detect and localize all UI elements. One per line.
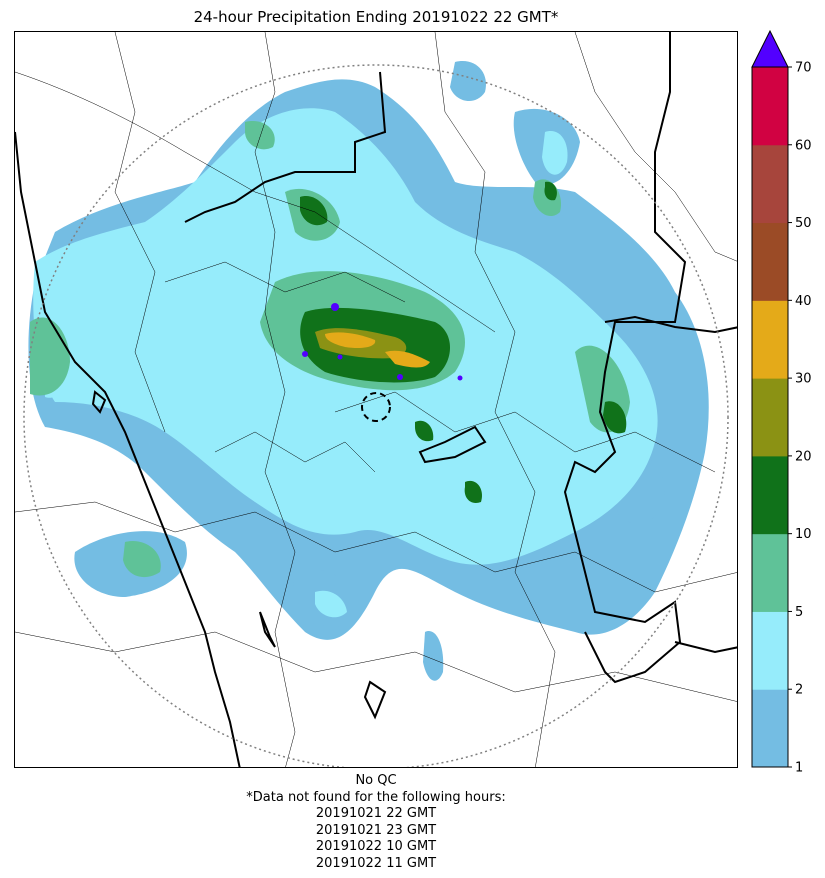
map-canvas xyxy=(15,32,737,767)
chart-title: 24-hour Precipitation Ending 20191022 22… xyxy=(193,8,559,26)
colorbar-tick-label: 40 xyxy=(795,294,812,309)
colorbar-segment xyxy=(752,300,788,379)
colorbar-segment xyxy=(752,455,788,535)
missing-note: *Data not found for the following hours: xyxy=(246,789,506,805)
colorbar: 1 2 5 10 20 30 40 50 60 70 xyxy=(751,29,812,776)
colorbar-segment xyxy=(752,611,788,690)
colorbar-segment xyxy=(752,689,788,768)
missing-hour-2: 20191021 23 GMT xyxy=(315,822,437,838)
colorbar-tick-label: 10 xyxy=(795,527,812,542)
colorbar-segment xyxy=(752,533,788,612)
colorbar-segment xyxy=(752,222,788,301)
colorbar-tick-label: 1 xyxy=(795,761,803,776)
missing-hour-1: 20191021 22 GMT xyxy=(315,806,437,821)
colorbar-outline xyxy=(751,66,789,768)
colorbar-tick-label: 50 xyxy=(795,216,812,231)
colorbar-tick-label: 60 xyxy=(795,138,812,153)
country-borders xyxy=(15,32,737,767)
colorbar-tick-label: 2 xyxy=(795,683,803,698)
radar-range-ring xyxy=(23,64,729,767)
colorbar-segment xyxy=(752,144,788,224)
colorbar-canvas: 1 2 5 10 20 30 40 50 60 70 xyxy=(751,29,812,776)
radar-map xyxy=(14,31,738,768)
colorbar-tick-label: 20 xyxy=(795,449,812,464)
admin-borders xyxy=(15,32,737,767)
missing-hour-3: 20191022 10 GMT xyxy=(315,839,437,854)
colorbar-segment xyxy=(752,67,788,146)
notes-block: No QC *Data not found for the following … xyxy=(14,773,738,872)
colorbar-tick-label: 70 xyxy=(795,61,812,76)
radar-center-marker xyxy=(361,392,391,422)
colorbar-segment xyxy=(752,378,788,457)
colorbar-extend-triangle xyxy=(751,29,789,68)
colorbar-tick-label: 30 xyxy=(795,372,812,387)
precip-layer-high xyxy=(302,303,463,381)
qc-note: No QC xyxy=(355,773,397,788)
missing-hour-4: 20191022 11 GMT xyxy=(315,855,437,871)
colorbar-tick-label: 5 xyxy=(795,605,803,620)
